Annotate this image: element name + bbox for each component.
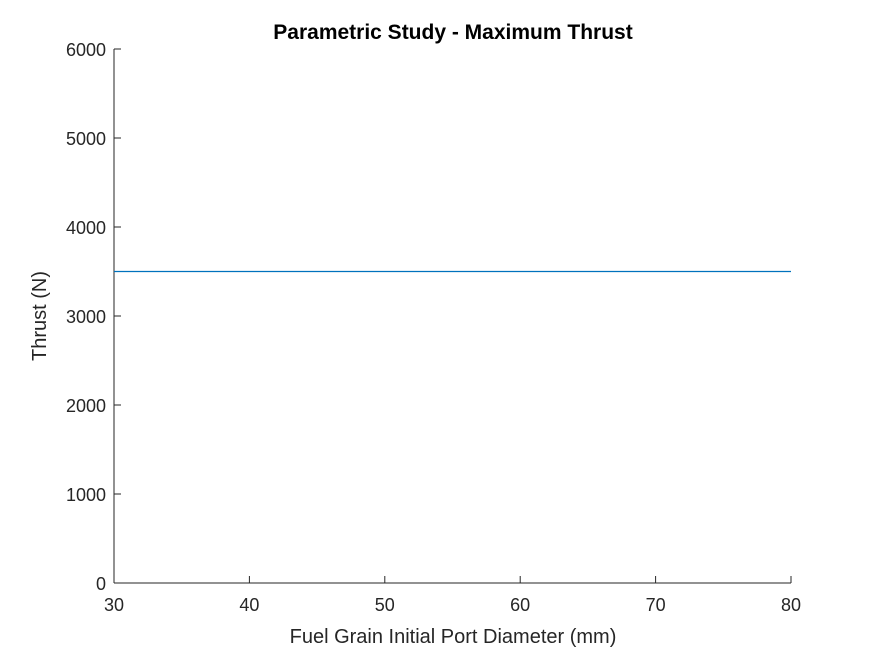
y-tick-label: 1000 [66, 485, 106, 505]
y-tick-label: 0 [96, 574, 106, 594]
y-axis-label: Thrust (N) [29, 271, 51, 361]
x-tick-label: 30 [104, 595, 124, 615]
plot-area: 30 40 50 60 70 80 0 1000 2000 3000 4000 5000 6000 [66, 40, 801, 615]
x-tick-label: 50 [375, 595, 395, 615]
y-tick-label: 4000 [66, 218, 106, 238]
x-tick-label: 70 [646, 595, 666, 615]
x-tick-label: 60 [510, 595, 530, 615]
y-tick-label: 3000 [66, 307, 106, 327]
y-tick-label: 6000 [66, 40, 106, 60]
x-axis-label: Fuel Grain Initial Port Diameter (mm) [290, 626, 617, 648]
x-tick-label: 40 [239, 595, 259, 615]
y-tick-label: 2000 [66, 396, 106, 416]
x-tick-label: 80 [781, 595, 801, 615]
y-tick-label: 5000 [66, 129, 106, 149]
chart-title: Parametric Study - Maximum Thrust [273, 21, 632, 44]
